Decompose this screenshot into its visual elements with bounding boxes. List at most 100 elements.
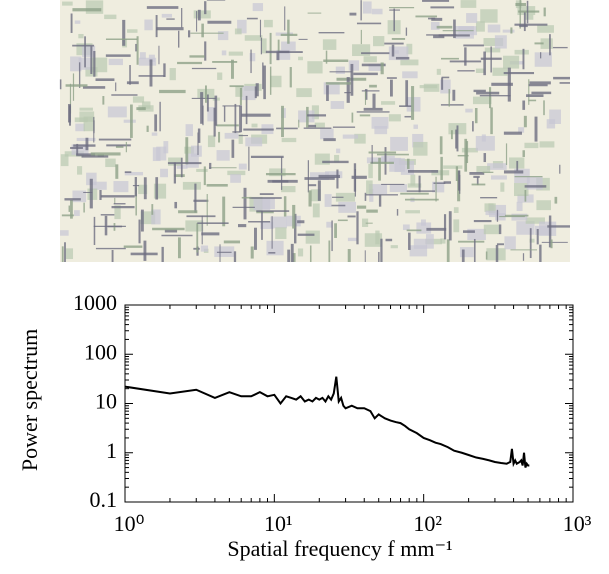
texture-patch <box>402 224 410 231</box>
texture-patch <box>390 136 408 151</box>
texture-patch <box>281 41 296 51</box>
texture-patch <box>326 221 333 228</box>
texture-patch <box>475 21 485 32</box>
texture-patch <box>141 101 151 109</box>
texture-patch <box>185 124 193 137</box>
texture-patch <box>502 29 515 33</box>
texture-patch <box>443 165 463 169</box>
texture-patch <box>196 168 208 172</box>
texture-patch <box>182 181 201 190</box>
texture-patch <box>251 123 258 128</box>
texture-patch <box>525 14 534 20</box>
texture-patch <box>320 128 334 140</box>
texture-patch <box>123 119 136 123</box>
texture-patch <box>336 148 341 154</box>
texture-patch <box>186 153 199 168</box>
texture-patch <box>74 20 81 24</box>
texture-patch <box>525 217 545 224</box>
texture-patch <box>373 36 385 47</box>
texture-patch <box>488 203 496 214</box>
texture-patch <box>374 126 388 135</box>
texture-patch <box>366 157 384 164</box>
texture-patch <box>138 184 148 195</box>
texture-patch <box>453 207 459 213</box>
texture-patch <box>307 61 323 74</box>
texture-patch <box>413 238 427 249</box>
texture-patch <box>484 47 501 53</box>
texture-patch <box>65 248 74 260</box>
texture-patch <box>381 155 395 163</box>
texture-patch <box>270 216 287 229</box>
texture-patch <box>432 181 445 193</box>
x-tick-label: 10¹ <box>264 511 293 536</box>
x-tick-label: 10³ <box>563 511 592 536</box>
texture-patch <box>237 19 247 34</box>
texture-patch <box>402 71 418 79</box>
texture-patch <box>214 246 235 257</box>
texture-patch <box>144 19 153 31</box>
texture-patch <box>503 55 520 69</box>
texture-patch <box>413 141 428 156</box>
texture-patch <box>298 56 303 61</box>
texture-patch <box>354 133 366 144</box>
texture-patch <box>151 132 158 136</box>
texture-patch <box>335 66 345 74</box>
texture-patch <box>487 163 507 170</box>
texture-patch <box>492 67 508 76</box>
texture-patch <box>296 88 312 98</box>
y-axis-label: Power spectrum <box>17 329 42 471</box>
texture-patch <box>311 105 319 120</box>
texture-patch <box>362 218 369 227</box>
texture-patch <box>132 96 145 103</box>
texture-patch <box>537 25 554 33</box>
texture-patch <box>235 86 243 97</box>
texture-patch <box>79 107 93 111</box>
texture-patch <box>440 79 451 94</box>
texture-patch <box>342 134 359 139</box>
texture-patch <box>314 122 325 128</box>
texture-patch <box>406 43 413 55</box>
texture-patch <box>389 184 408 193</box>
x-axis-label: Spatial frequency f mm⁻¹ <box>227 536 452 561</box>
texture-patch <box>363 56 377 63</box>
texture-patch <box>511 213 528 221</box>
texture-patch <box>500 182 505 192</box>
texture-patch <box>480 9 498 23</box>
texture-patch <box>104 14 117 20</box>
texture-patch <box>207 107 217 122</box>
texture-patch <box>240 86 256 101</box>
texture-patch <box>466 13 478 23</box>
texture-patch <box>75 123 86 132</box>
texture-patch <box>416 222 432 234</box>
texture-patch <box>549 109 561 125</box>
plot-frame <box>124 304 574 503</box>
texture-patch <box>138 105 154 112</box>
y-tick-label: 10 <box>95 389 117 414</box>
texture-patch <box>276 49 291 60</box>
texture-patch <box>266 240 284 256</box>
texture-patch <box>371 8 383 15</box>
texture-patch <box>459 247 474 258</box>
y-tick-label: 0.1 <box>90 487 118 512</box>
texture-patch <box>381 101 396 105</box>
texture-patch <box>368 184 388 195</box>
texture-patch <box>60 154 69 167</box>
texture-patch <box>425 234 434 249</box>
texture-patch <box>269 168 286 177</box>
texture-patch <box>148 54 155 62</box>
y-tick-label: 1000 <box>73 290 117 315</box>
texture-patch <box>348 60 360 71</box>
texture-patch <box>270 75 282 88</box>
texture-patch <box>368 63 383 71</box>
texture-patch <box>310 189 321 202</box>
texture-patch <box>460 0 477 8</box>
texture-patch <box>430 21 440 30</box>
texture-patch <box>516 201 523 212</box>
texture-patch <box>352 44 371 57</box>
texture-patch <box>252 3 264 12</box>
texture-patch <box>169 68 176 81</box>
texture-patch <box>305 230 320 244</box>
texture-patch <box>217 72 223 80</box>
texture-patch <box>535 225 552 235</box>
